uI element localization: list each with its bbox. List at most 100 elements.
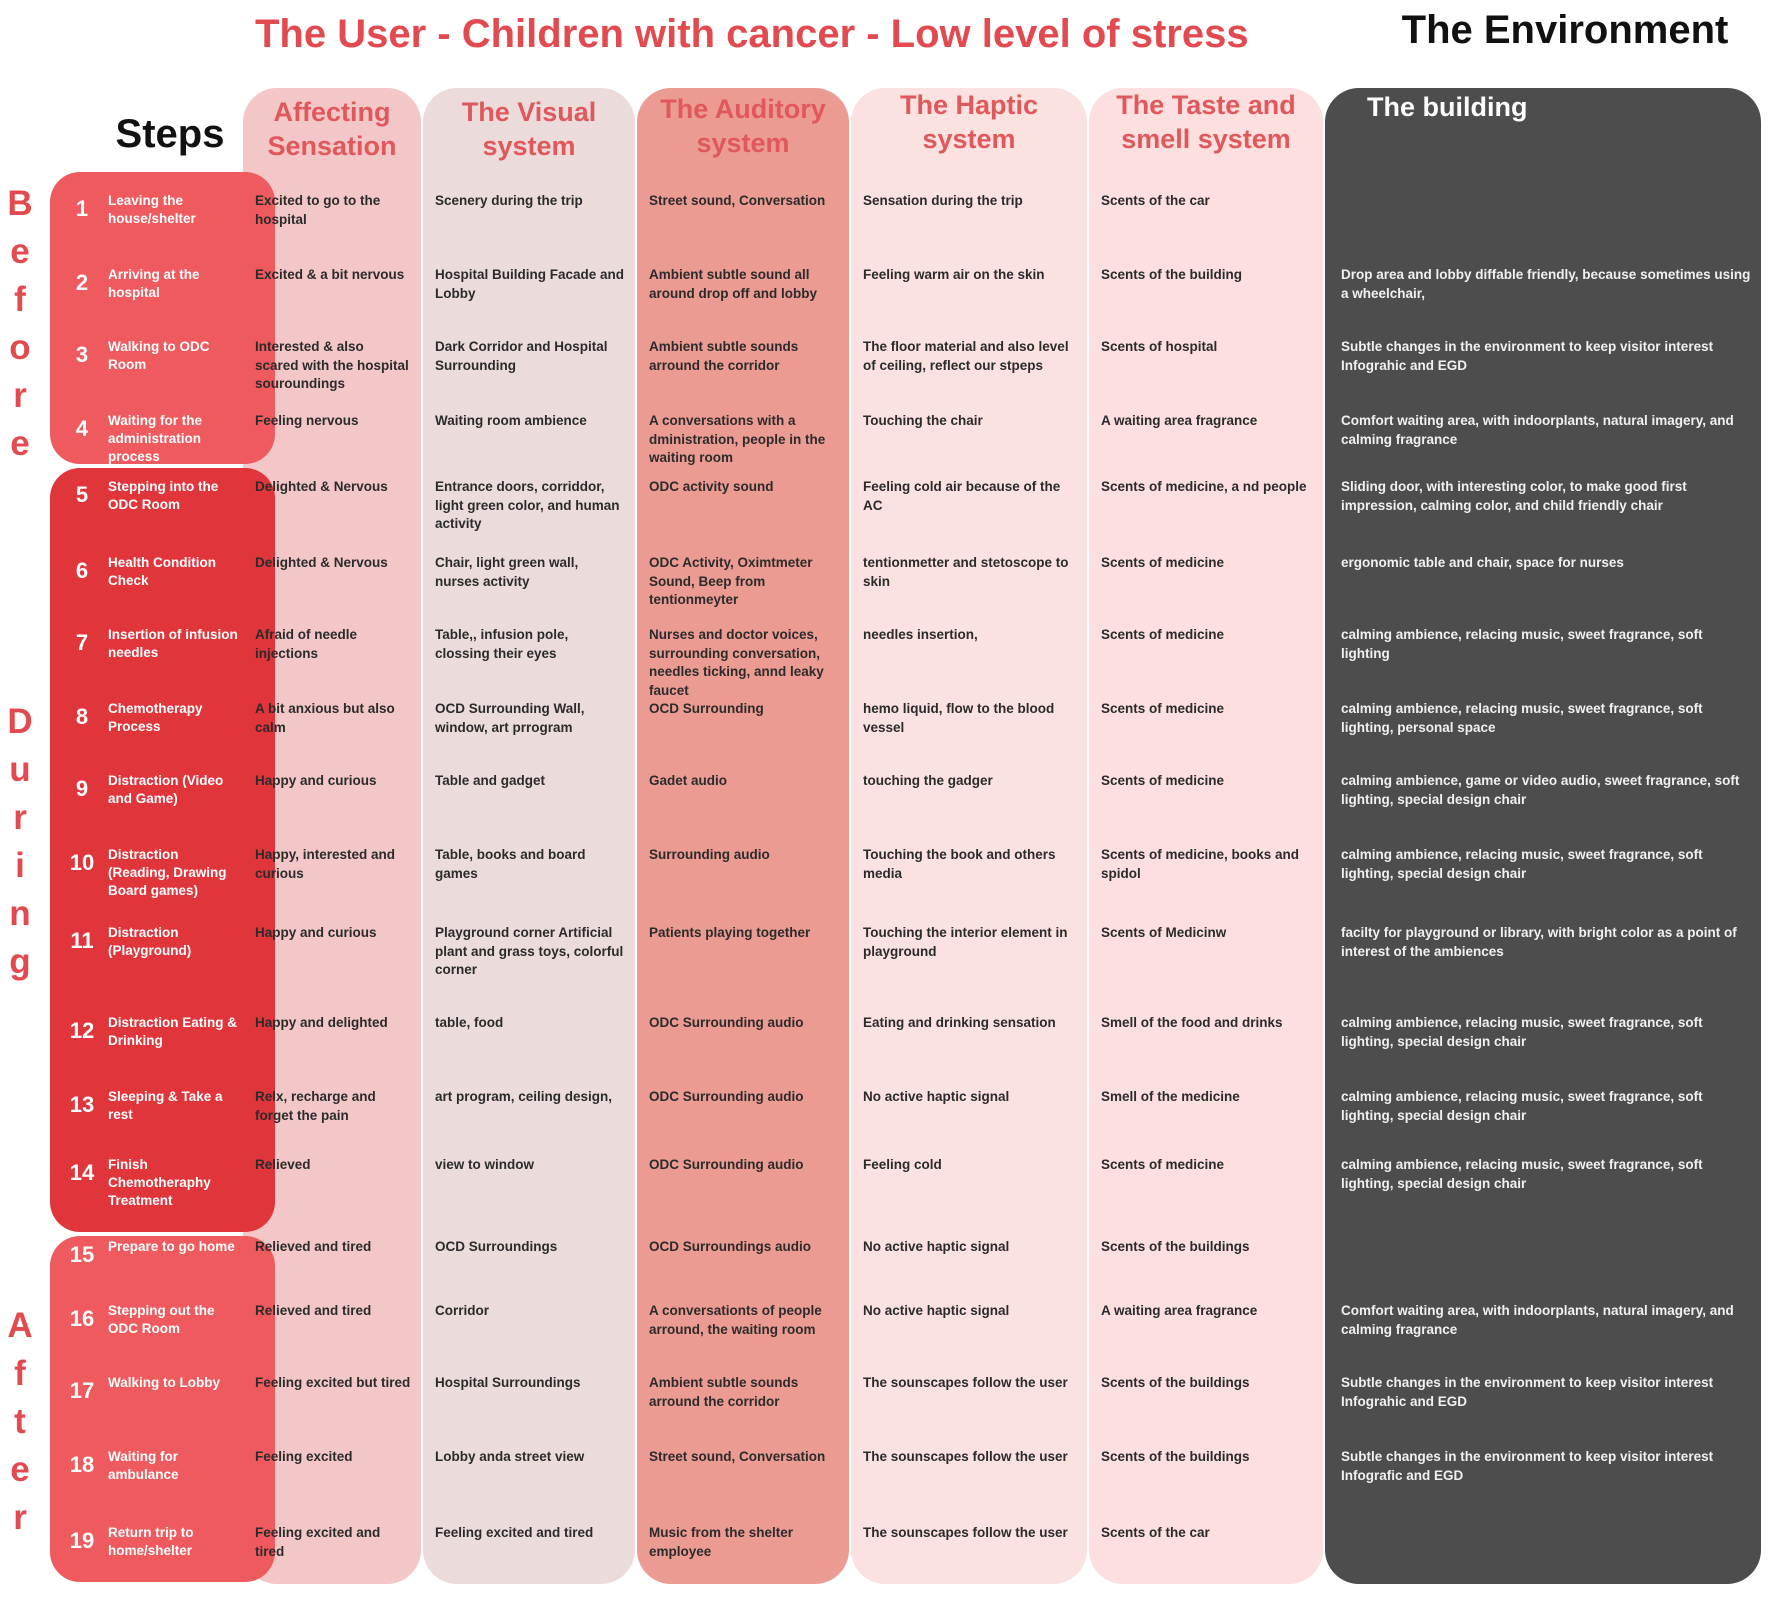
step-number: 14 bbox=[69, 1160, 95, 1185]
cell-affecting: Delighted & Nervous bbox=[255, 555, 388, 570]
step-label: Distraction (Reading, Drawing Board game… bbox=[108, 847, 227, 898]
step-number: 18 bbox=[69, 1452, 95, 1477]
column-header-2: The Visual system bbox=[461, 97, 597, 161]
cell-affecting: Excited to go to the hospital bbox=[255, 193, 381, 227]
cell-visual: table, food bbox=[435, 1015, 504, 1030]
step-label: Distraction (Playground) bbox=[108, 925, 192, 958]
cell-visual: Table, books and board games bbox=[435, 847, 586, 881]
cell-building: calming ambience, relacing music, sweet … bbox=[1341, 1015, 1703, 1049]
cell-affecting: Happy and delighted bbox=[255, 1015, 388, 1030]
cell-affecting: Afraid of needle injections bbox=[255, 627, 358, 661]
cell-visual: Hospital Surroundings bbox=[435, 1375, 581, 1390]
cell-visual: OCD Surroundings bbox=[435, 1239, 558, 1254]
steps-header: Steps bbox=[115, 112, 225, 156]
step-number: 12 bbox=[69, 1018, 95, 1043]
phase-letter-before-2: e bbox=[10, 232, 30, 271]
cell-auditory: Street sound, Conversation bbox=[649, 1449, 826, 1464]
phase-box-before bbox=[50, 172, 275, 464]
cell-haptic: tentionmetter and stetoscope to skin bbox=[863, 555, 1069, 589]
cell-haptic: No active haptic signal bbox=[863, 1089, 1010, 1104]
cell-affecting: Relx, recharge and forget the pain bbox=[255, 1089, 376, 1123]
phase-letter-during-6: g bbox=[9, 942, 31, 981]
phase-letter-after-4: e bbox=[10, 1450, 30, 1489]
cell-building: calming ambience, relacing music, sweet … bbox=[1341, 1157, 1703, 1191]
cell-haptic: The sounscapes follow the user bbox=[863, 1375, 1068, 1390]
cell-building: facilty for playground or library, with … bbox=[1341, 925, 1737, 959]
cell-visual: Feeling excited and tired bbox=[435, 1525, 594, 1540]
cell-auditory: A conversationts of people arround, the … bbox=[649, 1303, 822, 1337]
cell-building: calming ambience, relacing music, sweet … bbox=[1341, 701, 1703, 735]
cell-visual: OCD Surrounding Wall, window, art prrogr… bbox=[435, 701, 585, 735]
cell-auditory: Ambient subtle sound all around drop off… bbox=[649, 267, 817, 301]
step-label: Arriving at the hospital bbox=[108, 267, 200, 300]
cell-taste-smell: Scents of Medicinw bbox=[1101, 925, 1227, 940]
step-label: Health Condition Check bbox=[108, 555, 216, 588]
cell-auditory: Ambient subtle sounds arround the corrid… bbox=[649, 1375, 799, 1409]
cell-affecting: Relieved and tired bbox=[255, 1239, 372, 1254]
cell-building: calming ambience, relacing music, sweet … bbox=[1341, 847, 1703, 881]
step-number: 6 bbox=[75, 558, 89, 583]
cell-haptic: Sensation during the trip bbox=[863, 193, 1023, 208]
step-number: 16 bbox=[69, 1306, 95, 1331]
step-number: 17 bbox=[69, 1378, 95, 1403]
cell-taste-smell: Scents of medicine bbox=[1101, 1157, 1225, 1172]
cell-building: Subtle changes in the environment to kee… bbox=[1341, 339, 1714, 373]
cell-visual: Scenery during the trip bbox=[435, 193, 583, 208]
cell-affecting: Happy and curious bbox=[255, 925, 377, 940]
cell-visual: Table,, infusion pole, clossing their ey… bbox=[435, 627, 569, 661]
cell-visual: Corridor bbox=[435, 1303, 489, 1318]
step-label: Stepping out the ODC Room bbox=[108, 1303, 215, 1336]
cell-taste-smell: Scents of the car bbox=[1101, 1525, 1210, 1540]
column-bg-4 bbox=[851, 88, 1087, 1584]
cell-taste-smell: A waiting area fragrance bbox=[1101, 1303, 1258, 1318]
cell-visual: Waiting room ambience bbox=[435, 413, 587, 428]
cell-auditory: Gadet audio bbox=[649, 773, 728, 788]
step-label: Prepare to go home bbox=[108, 1239, 235, 1254]
step-label: Distraction (Video and Game) bbox=[108, 773, 224, 806]
cell-visual: Table and gadget bbox=[435, 773, 546, 788]
cell-taste-smell: Scents of medicine, a nd people bbox=[1101, 479, 1307, 494]
cell-auditory: Nurses and doctor voices, surrounding co… bbox=[649, 627, 824, 698]
cell-building: Subtle changes in the environment to kee… bbox=[1341, 1449, 1714, 1483]
phase-letter-before-4: o bbox=[9, 328, 31, 367]
cell-building: calming ambience, relacing music, sweet … bbox=[1341, 1089, 1703, 1123]
column-header-1: Affecting Sensation bbox=[267, 97, 397, 161]
cell-visual: Hospital Building Facade and Lobby bbox=[435, 267, 625, 301]
step-label: Distraction Eating & Drinking bbox=[108, 1015, 238, 1048]
step-number: 15 bbox=[69, 1242, 95, 1267]
cell-haptic: Feeling warm air on the skin bbox=[863, 267, 1045, 282]
column-bg-5 bbox=[1089, 88, 1323, 1584]
cell-building: Comfort waiting area, with indoorplants,… bbox=[1341, 1303, 1734, 1337]
cell-visual: Entrance doors, corriddor, light green c… bbox=[435, 479, 620, 531]
cell-visual: Chair, light green wall, nurses activity bbox=[435, 555, 579, 589]
environment-title: The Environment bbox=[1401, 8, 1729, 52]
step-number: 9 bbox=[75, 776, 89, 801]
step-number: 7 bbox=[75, 630, 89, 655]
phase-letter-during-3: r bbox=[13, 798, 27, 837]
phase-letter-after-5: r bbox=[13, 1498, 27, 1537]
cell-visual: Dark Corridor and Hospital Surrounding bbox=[435, 339, 608, 373]
step-label: Finish Chemotheraphy Treatment bbox=[108, 1157, 211, 1208]
cell-auditory: A conversations with a dministration, pe… bbox=[649, 413, 826, 465]
cell-building: calming ambience, game or video audio, s… bbox=[1341, 773, 1740, 807]
cell-taste-smell: Scents of hospital bbox=[1101, 339, 1218, 354]
step-number: 5 bbox=[75, 482, 89, 507]
step-label: Return trip to home/shelter bbox=[108, 1525, 194, 1558]
cell-building: calming ambience, relacing music, sweet … bbox=[1341, 627, 1703, 661]
cell-building: Comfort waiting area, with indoorplants,… bbox=[1341, 413, 1734, 447]
step-number: 13 bbox=[69, 1092, 95, 1117]
phase-letter-before-3: f bbox=[14, 280, 26, 319]
phase-letter-before-5: r bbox=[13, 376, 27, 415]
page-title: The User - Children with cancer - Low le… bbox=[255, 12, 1249, 56]
cell-taste-smell: Scents of the buildings bbox=[1101, 1239, 1250, 1254]
step-number: 11 bbox=[70, 928, 94, 953]
cell-affecting: Feeling excited bbox=[255, 1449, 353, 1464]
phase-letter-after-3: t bbox=[14, 1402, 26, 1441]
cell-affecting: Delighted & Nervous bbox=[255, 479, 388, 494]
cell-building: ergonomic table and chair, space for nur… bbox=[1341, 555, 1624, 570]
cell-haptic: Touching the chair bbox=[863, 413, 983, 428]
phase-letter-during-1: D bbox=[7, 702, 33, 741]
cell-building: Drop area and lobby diffable friendly, b… bbox=[1341, 267, 1751, 301]
cell-haptic: needles insertion, bbox=[863, 627, 978, 642]
cell-taste-smell: Smell of the food and drinks bbox=[1101, 1015, 1283, 1030]
